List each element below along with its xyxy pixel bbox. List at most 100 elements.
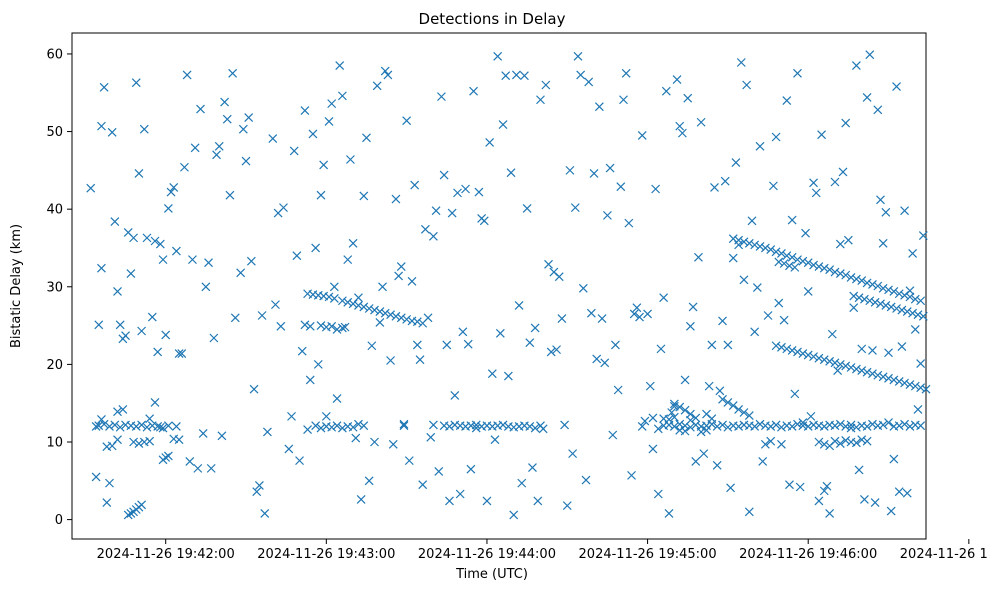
detection-marker bbox=[785, 261, 794, 271]
detection-marker bbox=[445, 496, 454, 506]
detection-marker bbox=[541, 80, 551, 90]
detection-marker bbox=[643, 309, 653, 319]
detection-marker bbox=[466, 464, 476, 474]
detection-marker bbox=[158, 255, 168, 265]
detection-marker bbox=[736, 58, 746, 67]
x-tick-label: 2024-11-26 19:42:00 bbox=[97, 547, 235, 562]
detection-marker bbox=[835, 269, 845, 279]
detection-marker bbox=[632, 303, 642, 313]
detection-marker bbox=[520, 71, 529, 81]
detection-marker bbox=[177, 349, 187, 358]
detection-marker bbox=[707, 340, 717, 350]
detection-marker bbox=[139, 124, 149, 134]
detection-marker bbox=[803, 350, 813, 360]
detection-marker bbox=[137, 420, 147, 430]
detection-marker bbox=[627, 470, 636, 480]
detection-marker bbox=[878, 283, 888, 293]
detection-marker bbox=[412, 317, 422, 327]
detection-marker bbox=[685, 422, 695, 432]
detection-marker bbox=[193, 463, 203, 473]
detection-marker bbox=[131, 78, 141, 88]
detection-marker bbox=[918, 311, 928, 321]
detection-marker bbox=[311, 421, 321, 431]
detection-marker bbox=[212, 150, 221, 160]
detection-marker bbox=[287, 411, 296, 421]
detection-marker bbox=[619, 95, 628, 105]
detection-marker bbox=[412, 340, 422, 350]
detection-marker bbox=[819, 422, 829, 431]
detection-marker bbox=[552, 345, 561, 355]
detection-marker bbox=[311, 243, 321, 253]
detection-marker bbox=[723, 397, 733, 407]
detection-marker bbox=[91, 422, 101, 431]
detection-marker bbox=[718, 316, 727, 326]
detection-marker bbox=[431, 206, 441, 216]
detection-marker bbox=[434, 467, 444, 476]
detection-marker bbox=[592, 354, 602, 364]
y-tick-label: 40 bbox=[46, 203, 63, 218]
detection-marker bbox=[712, 460, 722, 470]
detection-marker bbox=[391, 194, 401, 204]
detection-marker bbox=[841, 270, 851, 280]
detection-marker bbox=[415, 355, 425, 365]
detection-marker bbox=[105, 478, 114, 488]
detection-marker bbox=[862, 92, 872, 102]
detection-marker bbox=[795, 482, 805, 492]
detection-marker bbox=[793, 255, 802, 265]
detection-marker bbox=[841, 422, 851, 431]
detection-marker bbox=[378, 282, 387, 292]
detection-marker bbox=[375, 307, 385, 317]
chart-title: Detections in Delay bbox=[419, 10, 566, 28]
detection-marker bbox=[404, 456, 414, 466]
detection-marker bbox=[921, 384, 931, 394]
detection-marker bbox=[886, 302, 896, 312]
detection-marker bbox=[862, 278, 872, 288]
detection-marker bbox=[305, 375, 315, 385]
detection-marker bbox=[394, 271, 404, 281]
detection-marker bbox=[102, 498, 112, 507]
detection-marker bbox=[702, 421, 711, 431]
detection-marker bbox=[581, 475, 591, 485]
detection-marker bbox=[876, 299, 885, 309]
detection-marker bbox=[675, 121, 685, 131]
detection-marker bbox=[498, 120, 508, 130]
detection-marker bbox=[316, 190, 326, 200]
detection-marker bbox=[900, 290, 910, 300]
detection-marker bbox=[857, 366, 867, 376]
detection-marker bbox=[171, 422, 181, 431]
y-tick-label: 20 bbox=[46, 358, 63, 373]
detection-marker bbox=[830, 358, 840, 368]
detection-marker bbox=[560, 420, 570, 430]
detection-marker bbox=[418, 318, 428, 328]
detection-marker bbox=[742, 80, 752, 90]
detection-marker bbox=[728, 401, 738, 410]
detection-marker bbox=[825, 356, 835, 366]
detection-marker bbox=[214, 141, 224, 151]
detection-marker bbox=[351, 433, 361, 443]
detection-marker bbox=[297, 346, 307, 356]
detection-marker bbox=[680, 375, 690, 385]
detection-marker bbox=[284, 444, 294, 454]
detection-marker bbox=[656, 344, 666, 354]
detection-marker bbox=[174, 435, 184, 445]
detection-marker bbox=[359, 191, 369, 201]
y-tick-label: 50 bbox=[46, 125, 63, 140]
detection-marker bbox=[536, 421, 545, 431]
detection-marker bbox=[755, 419, 765, 429]
detection-marker bbox=[348, 238, 358, 248]
detection-marker bbox=[876, 195, 885, 205]
detection-marker bbox=[244, 113, 254, 123]
detection-marker bbox=[613, 385, 623, 395]
detection-marker bbox=[185, 456, 195, 466]
detection-marker bbox=[263, 427, 272, 437]
detection-marker bbox=[131, 422, 141, 431]
detection-marker bbox=[881, 207, 891, 217]
detection-marker bbox=[747, 216, 757, 226]
detection-marker bbox=[584, 77, 594, 87]
detection-marker bbox=[913, 310, 923, 320]
detection-marker bbox=[458, 327, 468, 337]
detection-marker bbox=[367, 341, 377, 351]
detection-marker bbox=[544, 259, 553, 269]
detection-marker bbox=[161, 330, 171, 340]
